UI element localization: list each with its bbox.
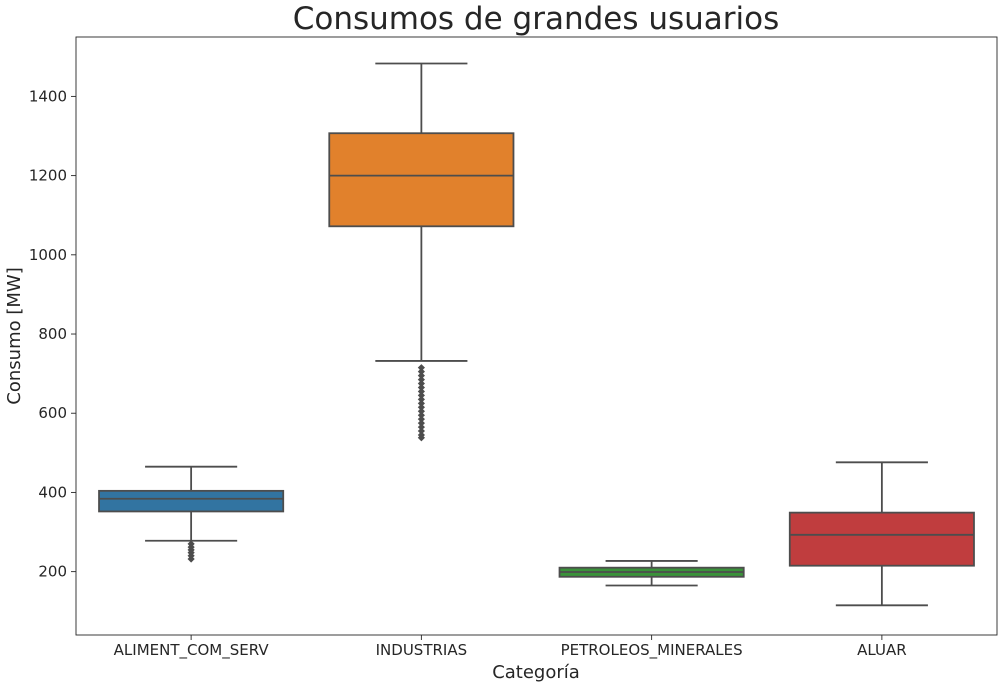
y-tick-label: 1000 [29, 246, 67, 264]
outlier-point [417, 372, 425, 380]
y-tick-label: 1400 [29, 87, 67, 105]
iqr-box [788, 511, 975, 567]
outlier-point [417, 379, 425, 388]
x-tick-label: ALIMENT_COM_SERV [114, 641, 270, 660]
iqr-box [328, 132, 515, 228]
y-tick-label: 1200 [29, 167, 67, 185]
x-tick-label: ALUAR [857, 641, 907, 659]
x-axis: ALIMENT_COM_SERV INDUSTRIAS PETROLEOS_MINE… [114, 635, 907, 660]
outlier-point [417, 423, 425, 431]
iqr-box [98, 489, 285, 513]
chart-title: Consumos de grandes usuarios [293, 1, 780, 37]
outlier-point [417, 391, 425, 400]
box-petroleos-minerales [558, 560, 745, 587]
y-axis: 200 400 600 800 1000 1200 1400 [29, 87, 76, 581]
outlier-point [417, 407, 425, 415]
x-axis-label: Categoría [492, 662, 580, 683]
outlier-point [417, 419, 425, 427]
outlier-point [417, 375, 425, 384]
y-tick-label: 400 [38, 483, 67, 501]
outlier-point [417, 399, 425, 407]
outlier-point [417, 364, 425, 372]
outlier-point [417, 403, 425, 411]
outlier-point [187, 555, 195, 563]
y-tick-label: 200 [38, 563, 67, 581]
y-tick-label: 800 [38, 325, 67, 343]
outlier-point [417, 415, 425, 423]
outlier-point [417, 411, 425, 419]
outlier-point [417, 395, 425, 403]
outlier-point [417, 368, 425, 376]
outlier-point [417, 427, 425, 435]
y-tick-label: 600 [38, 404, 67, 422]
box-aluar [788, 461, 975, 607]
y-axis-label: Consumo [MW] [4, 267, 25, 404]
box-industrias [328, 62, 515, 442]
x-tick-label: PETROLEOS_MINERALES [561, 641, 743, 660]
outlier-point [417, 434, 425, 442]
boxes [98, 62, 975, 607]
outlier-point [417, 383, 425, 392]
box-aliment-com-serv [98, 465, 285, 563]
outlier-point [417, 387, 425, 396]
x-tick-label: INDUSTRIAS [376, 641, 468, 659]
